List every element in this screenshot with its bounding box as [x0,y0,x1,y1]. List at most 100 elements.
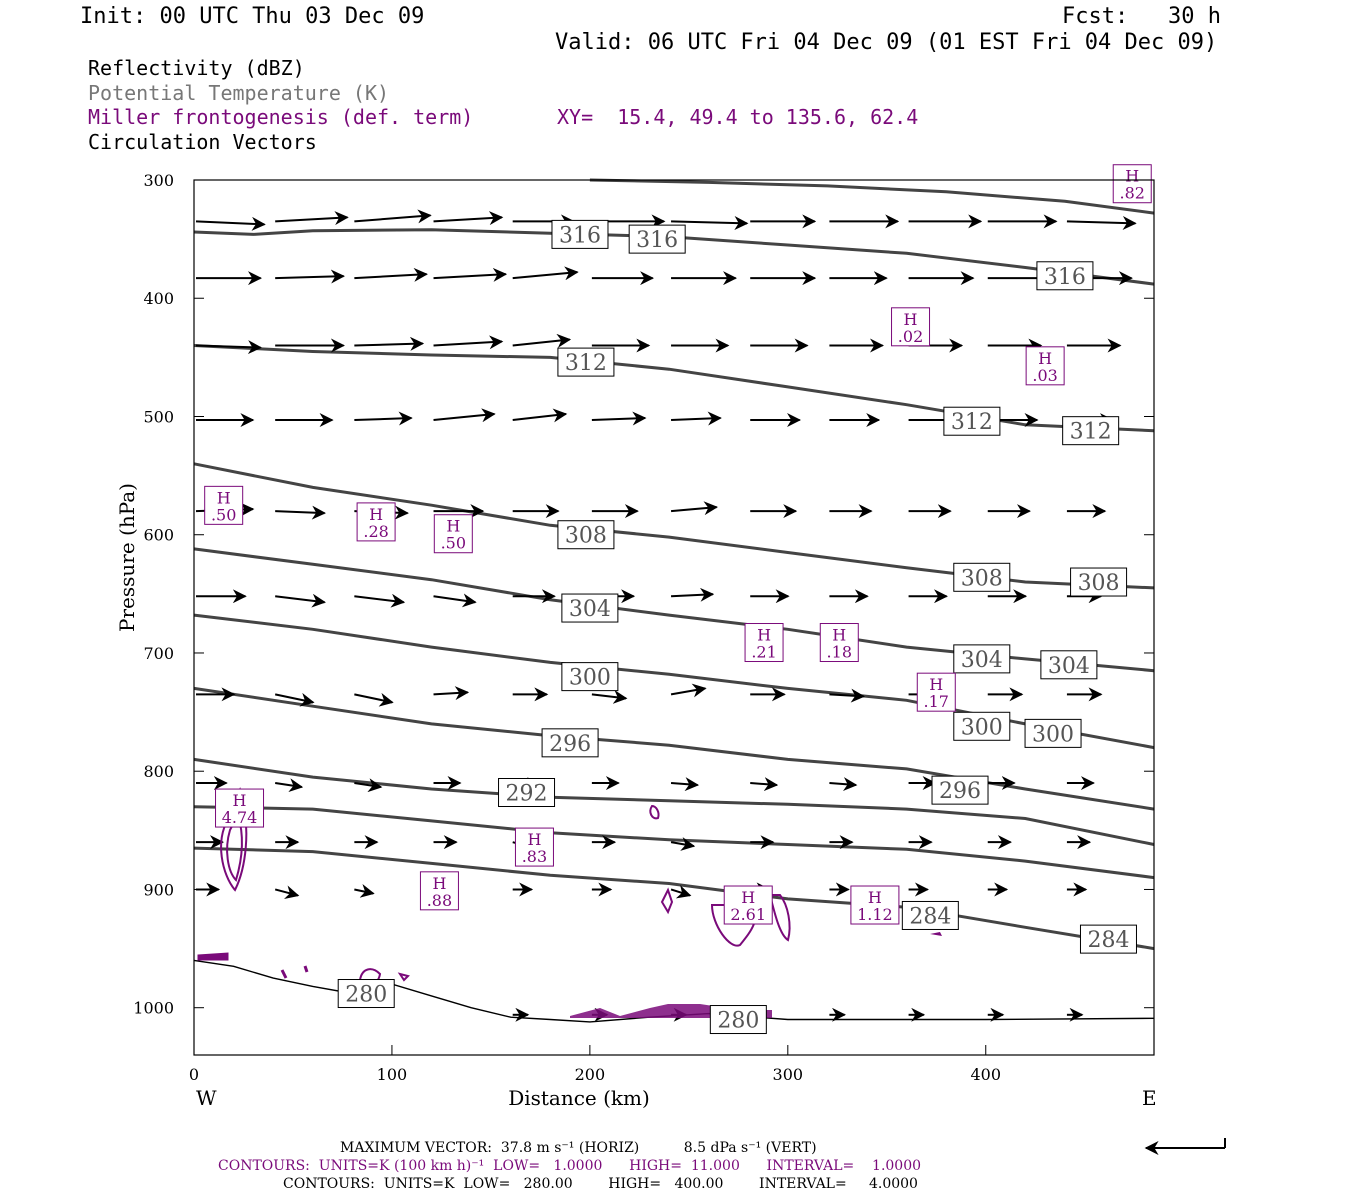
theta-label-box [1079,924,1137,954]
fronto-high-box [215,788,265,828]
circulation-vector [354,884,375,898]
theta-label: 284 [1087,928,1129,953]
cross-section-endpoints: XY= 15.4, 49.4 to 135.6, 62.4 [557,105,919,129]
theta-label-box [901,900,959,930]
theta-label-box [953,644,1011,674]
circulation-vector [275,593,326,608]
fronto-high-box [916,672,956,712]
fronto-high-value: .28 [363,522,388,541]
circulation-vector [433,335,504,350]
theta-label: 292 [506,782,548,807]
valid-time: Valid: 06 UTC Fri 04 Dec 09 (01 EST Fri … [555,30,1218,55]
fronto-high-box [819,623,859,663]
theta-label-box [1024,718,1082,748]
theta-label: 316 [636,228,678,253]
theta-label: 316 [1044,265,1086,290]
fronto-high-value: .50 [441,534,466,553]
circulation-vector [274,885,300,900]
theta-label: 304 [961,648,1003,673]
circulation-vector [512,408,568,423]
circulation-vector [354,692,394,707]
fronto-high-value: .82 [1120,184,1145,203]
theta-label: 312 [951,410,993,435]
fronto-high-box [744,623,784,663]
circulation-vector [671,411,722,426]
fronto-high-value: 4.74 [222,808,258,827]
x-tick-label: 300 [773,1065,804,1084]
circulation-vector [195,216,266,231]
circulation-vector [1066,216,1137,231]
theta-label-box [1040,650,1098,680]
theta-label-box [557,520,615,550]
fronto-high-box [723,885,773,925]
fronto-high-marker: H [929,675,943,694]
theta-contour-320 [589,178,1155,215]
theta-contour-296 [193,686,1155,811]
theta-label-box [953,562,1011,592]
init-time: Init: 00 UTC Thu 03 Dec 09 [80,4,425,29]
fronto-high-value: .02 [898,327,923,346]
x-tick-label: 400 [970,1065,1001,1084]
fronto-high-value: .21 [751,643,776,662]
fronto-high-box [204,485,244,525]
circulation-vector [670,501,719,516]
circulation-vector [354,267,428,282]
circulation-vector [591,689,628,704]
fronto-high-box [850,885,900,925]
circulation-vector [433,267,508,282]
fronto-high-marker: H [233,791,247,810]
footer-max-vector: MAXIMUM VECTOR: 37.8 m s⁻¹ (HORIZ) 8.5 d… [340,1140,817,1156]
circulation-vector [829,777,858,792]
y-tick-label: 700 [143,644,174,663]
x-axis-title: Distance (km) [508,1086,650,1110]
circulation-vector [275,211,349,226]
theta-label-box [551,219,609,249]
theta-label-box [931,775,989,805]
forecast-hour: Fcst: 30 h [1062,4,1221,29]
footer-fronto-contours: CONTOURS: UNITS=K (100 km h)⁻¹ LOW= 1.00… [218,1158,922,1174]
fronto-high-marker: H [868,888,882,907]
circulation-vector [354,336,425,351]
theta-label: 296 [549,732,591,757]
theta-label-box [953,711,1011,741]
circulation-vector [512,266,579,281]
fronto-high-box [1025,346,1065,386]
fronto-high-box [514,827,554,867]
legend-frontogenesis: Miller frontogenesis (def. term) [88,105,474,129]
legend-theta: Potential Temperature (K) [88,81,390,105]
circulation-vector [670,777,700,792]
circulation-vector [829,688,865,703]
circulation-vector [750,777,779,792]
theta-label-box [498,778,556,807]
theta-label: 296 [939,779,981,804]
theta-label-box [1062,416,1120,446]
fronto-high-value: .50 [211,505,236,524]
fronto-high-marker: H [832,626,846,645]
theta-contour-280 [193,959,1155,1023]
theta-label-box [628,224,686,254]
circulation-vector [591,411,647,426]
theta-label: 300 [569,666,611,691]
circulation-vector [354,593,406,608]
theta-label-box [337,979,395,1009]
theta-label-box [561,662,619,692]
theta-label: 300 [1032,722,1074,747]
theta-label-box [557,347,615,377]
plot-frame [193,179,1155,1056]
theta-contour-284 [193,846,1155,951]
circulation-vector [275,505,326,520]
circulation-vector [671,216,749,231]
fronto-high-box [1112,164,1152,204]
fronto-high-marker: H [527,830,541,849]
theta-label: 308 [565,524,607,549]
fronto-high-marker: H [369,505,383,524]
fronto-high-box [419,871,459,911]
fronto-high-marker: H [904,310,918,329]
fronto-high-marker: H [217,488,231,507]
y-tick-label: 1000 [133,999,174,1018]
circulation-vector [354,209,432,224]
theta-label: 304 [1048,654,1090,679]
theta-label-box [709,1005,767,1035]
y-tick-label: 600 [143,526,174,545]
x-tick-label: 200 [575,1065,606,1084]
